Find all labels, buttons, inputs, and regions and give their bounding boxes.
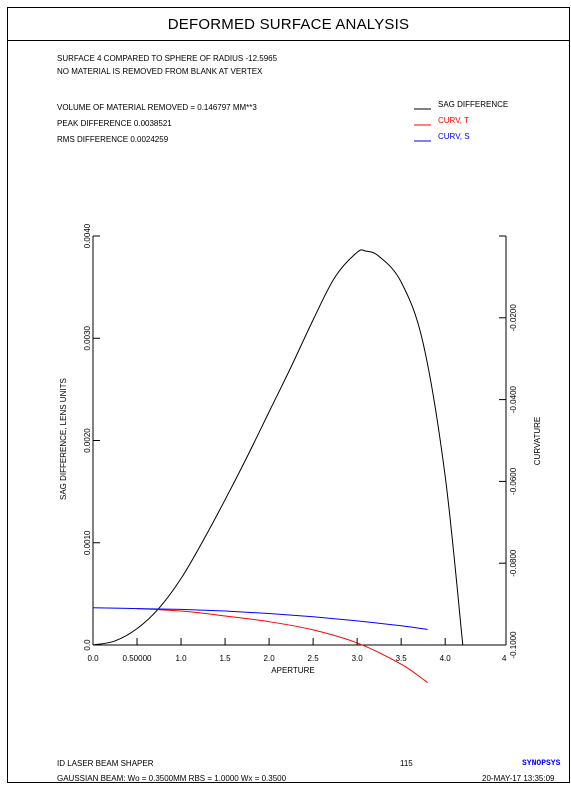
y2-tick-label: -0.0800 bbox=[509, 549, 518, 577]
y-tick-label: 0.0010 bbox=[83, 530, 92, 555]
y-tick-label: 0.0030 bbox=[83, 325, 92, 350]
y2-tick-label: -0.0400 bbox=[509, 385, 518, 413]
series-line-curv-t bbox=[136, 608, 428, 684]
y-axis-label: SAG DIFFERENCE, LENS UNITS bbox=[59, 378, 68, 500]
legend: SAG DIFFERENCE CURV, T CURV, S bbox=[414, 100, 508, 142]
y-tick-label: 0.0040 bbox=[83, 223, 92, 248]
plot-area bbox=[92, 249, 464, 684]
x-tick-label: 1.5 bbox=[220, 654, 232, 663]
legend-label-curv-t: CURV, T bbox=[438, 116, 469, 125]
page-number-text: 115 bbox=[400, 759, 413, 768]
legend-label-sag-difference: SAG DIFFERENCE bbox=[438, 100, 508, 109]
chart-frame: DEFORMED SURFACE ANALYSIS bbox=[7, 7, 570, 783]
rms-difference-text: RMS DIFFERENCE 0.0024259 bbox=[57, 135, 169, 144]
x-tick-label: 2.5 bbox=[308, 654, 320, 663]
x-tick-label: 4 bbox=[502, 654, 507, 663]
beam-parameters-text: GAUSSIAN BEAM: Wo = 0.3500MM RBS = 1.000… bbox=[57, 774, 287, 783]
y2-axis-label: CURVATURE bbox=[533, 417, 542, 465]
y2-tick-label: -0.0600 bbox=[509, 467, 518, 495]
material-note-text: NO MATERIAL IS REMOVED FROM BLANK AT VER… bbox=[57, 67, 263, 76]
series-line-curv-s bbox=[92, 607, 428, 630]
y2-tick-label: -0.0200 bbox=[509, 304, 518, 332]
y2-tick-label: -0.1000 bbox=[509, 631, 518, 659]
series-line-sag-difference bbox=[92, 249, 464, 646]
x-tick-label: 0.50000 bbox=[123, 654, 152, 663]
legend-label-curv-s: CURV, S bbox=[438, 132, 470, 141]
x-tick-label: 1.0 bbox=[175, 654, 187, 663]
brand-logo-text: SYNOPSYS bbox=[522, 759, 561, 768]
x-tick-label: 4.0 bbox=[440, 654, 452, 663]
x-tick-label: 3.0 bbox=[352, 654, 364, 663]
x-tick-label: 2.0 bbox=[264, 654, 276, 663]
y-tick-label: 0.0020 bbox=[83, 428, 92, 453]
x-axis-label: APERTURE bbox=[271, 666, 314, 675]
axes: 0.0 0.0010 0.0020 0.0030 0.0040 0.0 0.50000 1.0… bbox=[83, 223, 518, 663]
volume-removed-text: VOLUME OF MATERIAL REMOVED = 0.146797 MM… bbox=[57, 103, 257, 112]
x-tick-label: 0.0 bbox=[87, 654, 99, 663]
project-name-text: ID LASER BEAM SHAPER bbox=[57, 759, 154, 768]
surface-comparison-text: SURFACE 4 COMPARED TO SPHERE OF RADIUS -… bbox=[57, 54, 278, 63]
y-tick-label: 0.0 bbox=[83, 639, 92, 651]
x-tick-label: 3.5 bbox=[396, 654, 408, 663]
chart-title: DEFORMED SURFACE ANALYSIS bbox=[8, 8, 569, 41]
timestamp-text: 20-MAY-17 13:35:09 bbox=[482, 774, 555, 783]
peak-difference-text: PEAK DIFFERENCE 0.0038521 bbox=[57, 119, 172, 128]
